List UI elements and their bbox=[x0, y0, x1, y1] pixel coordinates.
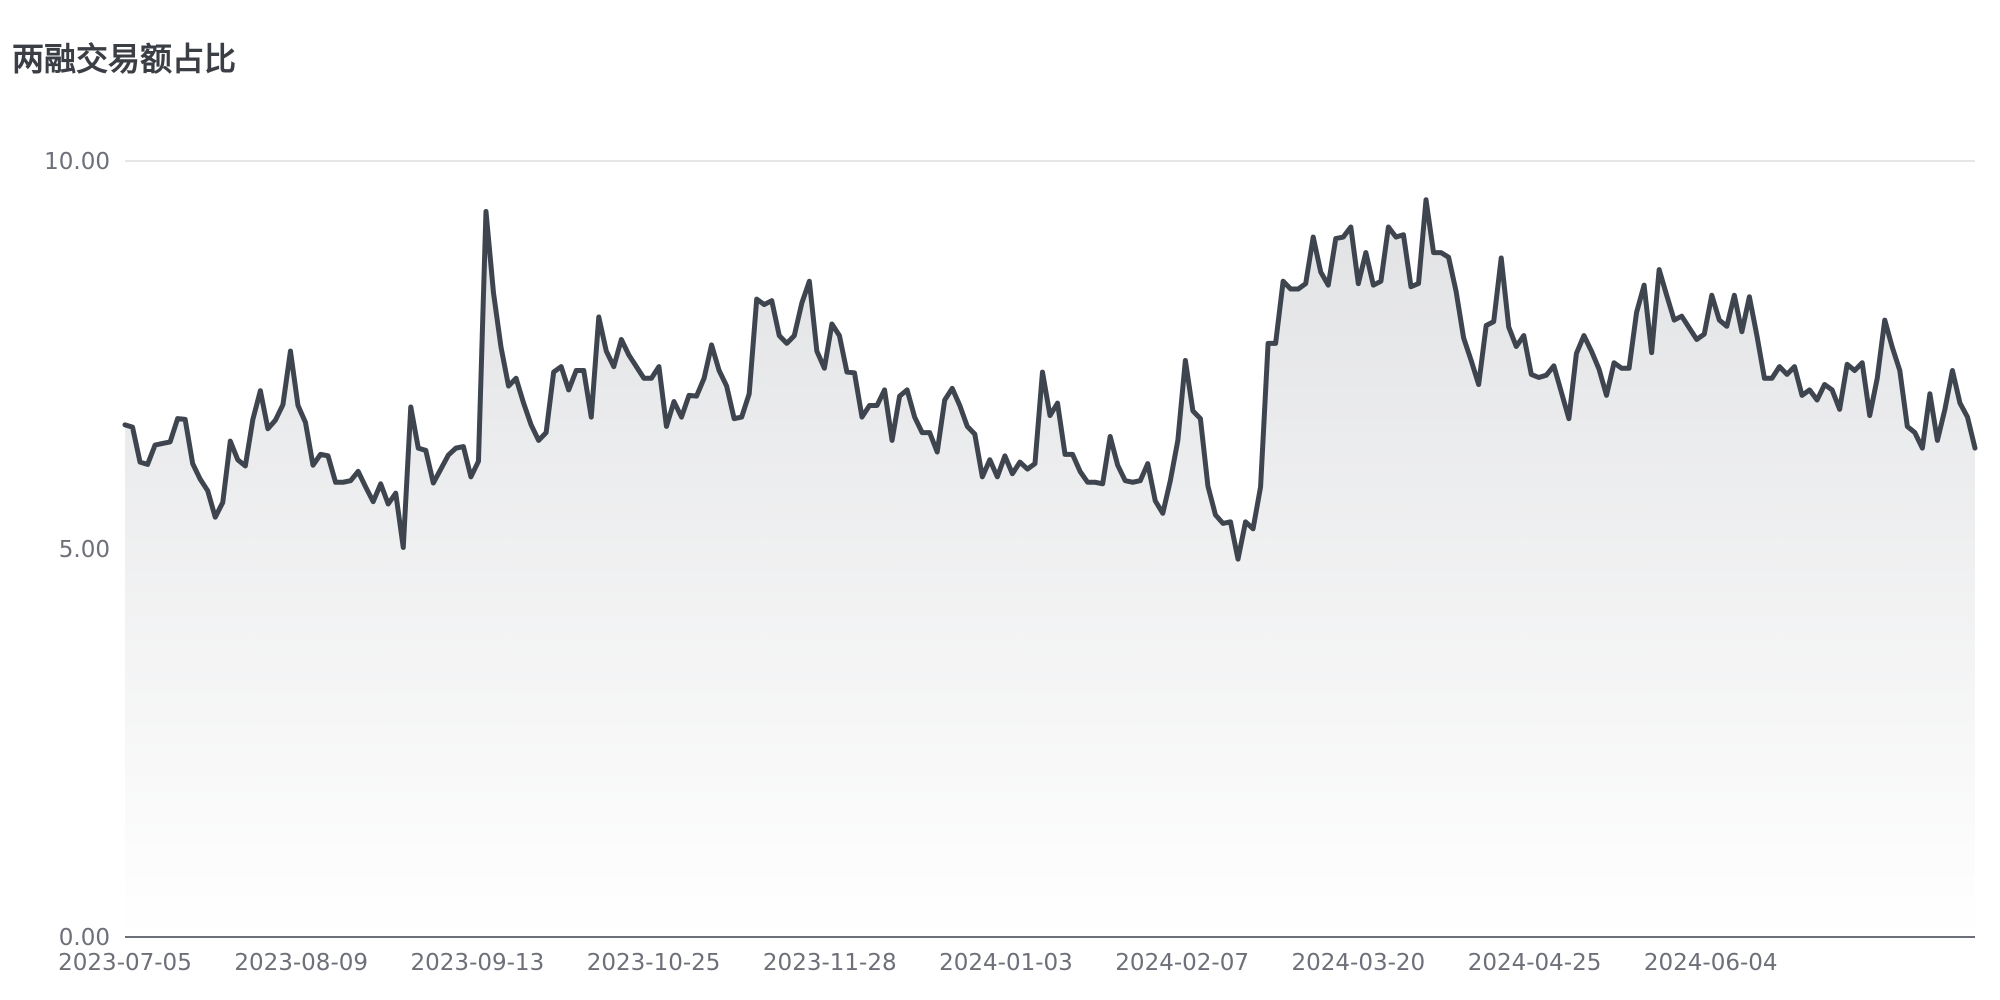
x-tick-label-6: 2024-02-07 bbox=[1115, 950, 1249, 976]
chart-title: 两融交易额占比 bbox=[12, 40, 237, 78]
x-tick-label-5: 2024-01-03 bbox=[939, 950, 1073, 976]
x-tick-label-9: 2024-06-04 bbox=[1644, 950, 1778, 976]
x-tick-label-8: 2024-04-25 bbox=[1468, 950, 1602, 976]
area-fill bbox=[125, 199, 1975, 938]
series-line bbox=[122, 197, 1978, 562]
x-tick-label-0: 2023-07-05 bbox=[58, 950, 192, 976]
plot-area bbox=[122, 197, 1978, 938]
x-axis: 2023-07-05 2023-08-09 2023-09-13 2023-10-25… bbox=[58, 936, 1975, 976]
x-tick-label-4: 2023-11-28 bbox=[763, 950, 897, 976]
y-tick-label-2: 10.00 bbox=[44, 149, 110, 175]
x-tick-label-1: 2023-08-09 bbox=[234, 950, 368, 976]
y-tick-label-0: 0.00 bbox=[59, 925, 110, 951]
x-tick-label-7: 2024-03-20 bbox=[1291, 950, 1425, 976]
x-tick-label-2: 2023-09-13 bbox=[411, 950, 545, 976]
y-axis-tick-labels: 0.00 5.00 10.00 bbox=[44, 149, 110, 951]
y-tick-label-1: 5.00 bbox=[59, 537, 110, 563]
x-tick-label-3: 2023-10-25 bbox=[587, 950, 721, 976]
